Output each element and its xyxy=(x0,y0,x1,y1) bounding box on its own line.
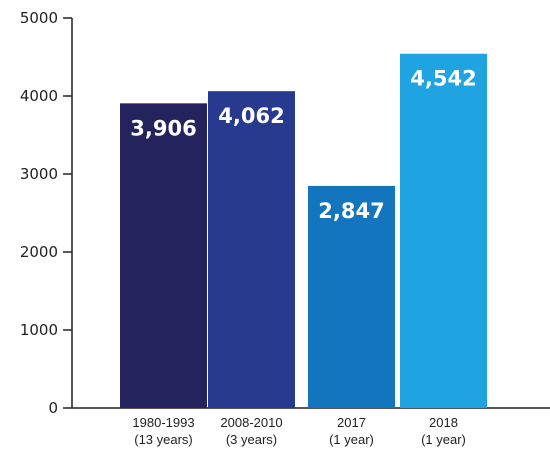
category-label: 2008-2010 xyxy=(220,415,282,430)
bars xyxy=(120,53,487,408)
data-label: 4,062 xyxy=(218,104,284,128)
bar xyxy=(208,91,295,408)
y-tick-label: 0 xyxy=(48,399,58,417)
y-tick-label: 4000 xyxy=(20,87,58,105)
category-label: 1980-1993 xyxy=(132,415,194,430)
data-label: 2,847 xyxy=(318,199,384,223)
bar xyxy=(120,103,207,408)
y-ticks: 0 1000 2000 3000 4000 5000 xyxy=(20,9,72,417)
y-tick-label: 2000 xyxy=(20,243,58,261)
category-label: 2018 xyxy=(429,415,458,430)
data-label: 3,906 xyxy=(130,116,196,140)
category-label: (3 years) xyxy=(226,432,277,447)
y-tick-label: 1000 xyxy=(20,321,58,339)
data-labels: 3,906 4,062 2,847 4,542 xyxy=(130,67,476,223)
data-label: 4,542 xyxy=(410,67,476,91)
category-label: 2017 xyxy=(337,415,366,430)
category-label: (13 years) xyxy=(134,432,193,447)
y-tick-label: 3000 xyxy=(20,165,58,183)
category-label: (1 year) xyxy=(329,432,374,447)
category-labels: 1980-1993 (13 years) 2008-2010 (3 years) 201… xyxy=(132,415,465,447)
y-tick-label: 5000 xyxy=(20,9,58,27)
bar xyxy=(308,185,395,408)
category-label: (1 year) xyxy=(421,432,466,447)
bar xyxy=(400,53,487,408)
